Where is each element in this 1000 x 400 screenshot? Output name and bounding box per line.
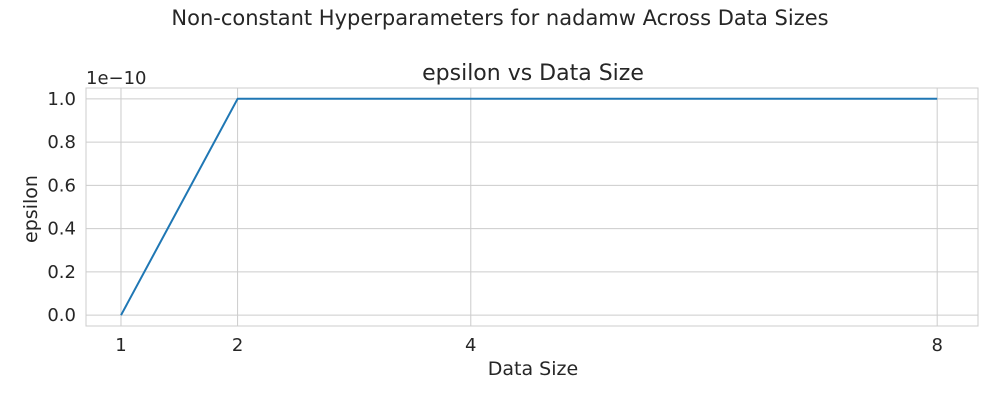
y-tick-label: 0.2 xyxy=(47,262,76,283)
y-offset-label: 1e−10 xyxy=(86,68,147,89)
y-tick-label: 0.4 xyxy=(47,219,76,240)
grid xyxy=(86,88,978,326)
chart-title: epsilon vs Data Size xyxy=(422,61,644,86)
series-line xyxy=(120,97,938,316)
y-axis-label: epsilon xyxy=(20,175,42,243)
y-tick-label: 1.0 xyxy=(47,89,76,110)
plot-frame xyxy=(85,87,979,327)
series-layer xyxy=(120,97,938,316)
x-tick-label: 4 xyxy=(465,335,476,356)
ticks: 1 2 4 8 0.0 0.2 0.4 0.6 0.8 1.0 xyxy=(47,89,943,356)
x-tick-label: 2 xyxy=(232,335,243,356)
figure-suptitle: Non-constant Hyperparameters for nadamw … xyxy=(171,6,829,30)
y-tick-label: 0.0 xyxy=(47,305,76,326)
y-tick-label: 0.8 xyxy=(47,132,76,153)
x-axis-label: Data Size xyxy=(488,358,578,380)
x-tick-label: 1 xyxy=(115,335,126,356)
x-tick-label: 8 xyxy=(931,335,942,356)
y-tick-label: 0.6 xyxy=(47,175,76,196)
